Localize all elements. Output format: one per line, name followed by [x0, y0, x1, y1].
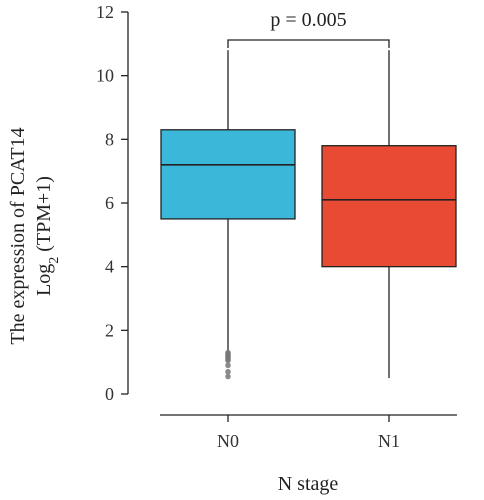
- p-value-label: p = 0.005: [270, 9, 346, 31]
- y-axis-label-subscript: 2: [47, 257, 62, 264]
- y-tick-label: 8: [105, 129, 114, 149]
- significance-bracket: [227, 39, 390, 48]
- x-tick-label: N1: [378, 431, 400, 451]
- y-axis-label-line2: Log2 (TPM+1): [33, 176, 62, 296]
- y-tick-label: 10: [96, 66, 114, 86]
- y-axis-label-line1: The expression of PCAT14: [7, 127, 29, 344]
- x-axis: N0 N1: [160, 414, 457, 451]
- y-tick-label: 0: [105, 384, 114, 404]
- significance-annotation: p = 0.005: [227, 9, 390, 48]
- outlier-point: [225, 368, 231, 375]
- x-axis-label: N stage: [278, 473, 339, 495]
- y-tick-label: 6: [105, 193, 114, 213]
- outlier-point: [225, 362, 231, 369]
- box-N1: [321, 50, 457, 379]
- y-tick-label: 2: [105, 320, 114, 340]
- boxes: [160, 50, 457, 380]
- y-tick-label: 4: [105, 257, 114, 277]
- box-N0: [160, 50, 296, 380]
- iqr-box: [160, 129, 296, 220]
- iqr-box: [321, 145, 457, 268]
- x-tick-label: N0: [217, 431, 239, 451]
- y-tick-label: 12: [96, 2, 114, 22]
- outlier-point: [225, 357, 231, 364]
- outlier-point: [225, 373, 231, 380]
- y-axis-label-log: Log: [33, 264, 55, 296]
- y-axis-label-unit: (TPM+1): [33, 176, 55, 257]
- y-axis: 0 2 4 6 8 10 12: [96, 2, 129, 404]
